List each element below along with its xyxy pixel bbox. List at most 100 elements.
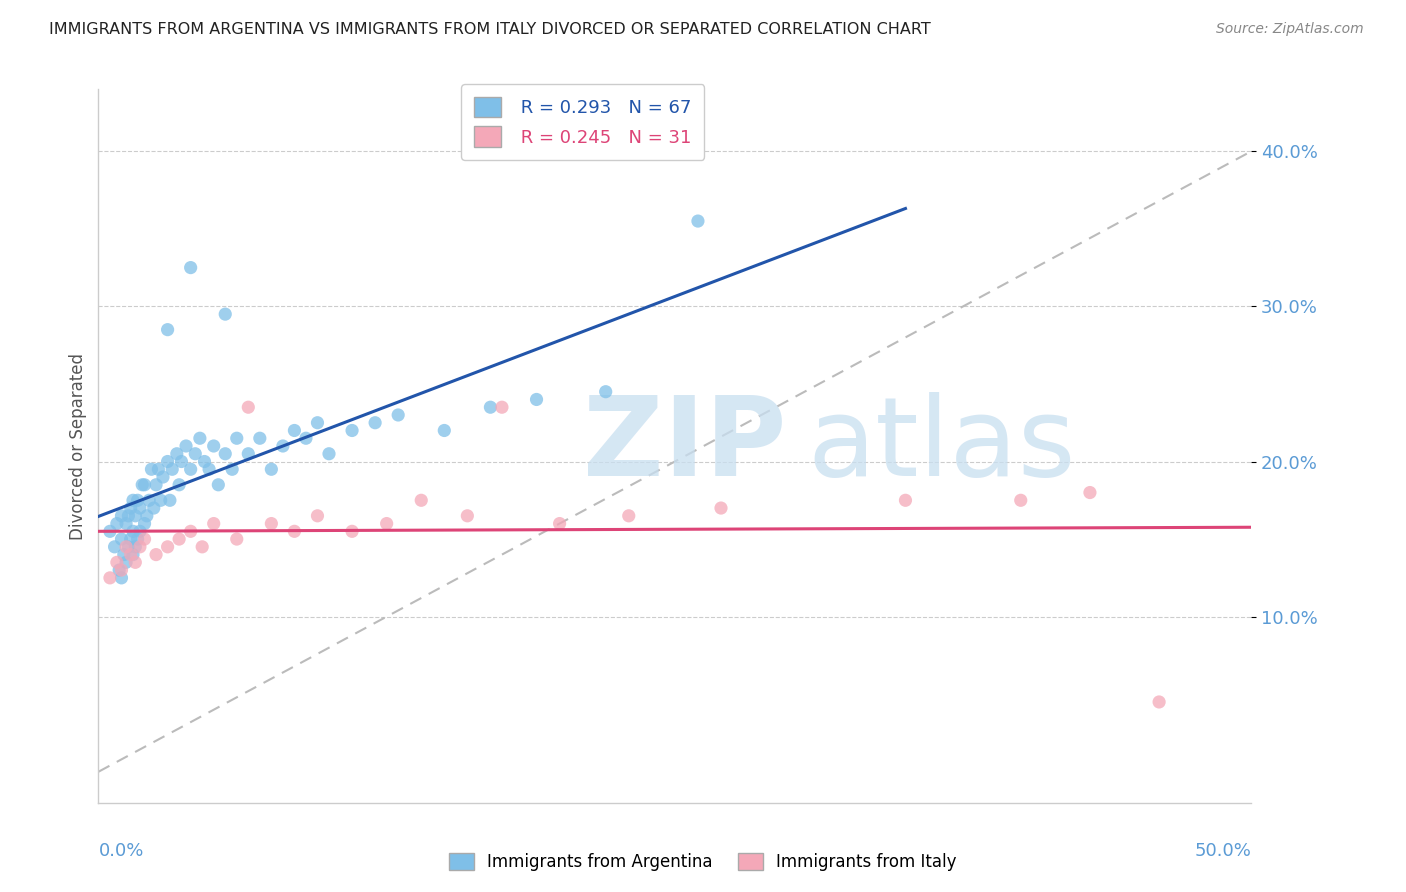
Point bbox=[112, 548, 135, 562]
Point bbox=[184, 447, 207, 461]
Point bbox=[156, 454, 179, 468]
Point bbox=[148, 462, 170, 476]
Point bbox=[198, 462, 221, 476]
Point bbox=[221, 462, 243, 476]
Point bbox=[105, 516, 128, 531]
Point bbox=[307, 416, 329, 430]
Point bbox=[283, 424, 305, 438]
Point bbox=[115, 516, 138, 531]
Point bbox=[170, 454, 193, 468]
Point bbox=[122, 548, 145, 562]
Point bbox=[141, 462, 163, 476]
Point bbox=[159, 493, 181, 508]
Point bbox=[129, 540, 152, 554]
Point bbox=[238, 401, 260, 415]
Point bbox=[117, 540, 139, 554]
Text: ZIP: ZIP bbox=[582, 392, 786, 500]
Point bbox=[120, 501, 142, 516]
Point bbox=[108, 563, 131, 577]
Point bbox=[207, 477, 229, 491]
Text: Source: ZipAtlas.com: Source: ZipAtlas.com bbox=[1216, 22, 1364, 37]
Point bbox=[617, 508, 640, 523]
Point bbox=[145, 477, 167, 491]
Point bbox=[225, 431, 247, 445]
Point bbox=[122, 524, 145, 539]
Point bbox=[238, 447, 260, 461]
Point bbox=[295, 431, 318, 445]
Point bbox=[214, 307, 236, 321]
Point bbox=[115, 540, 138, 554]
Point bbox=[127, 493, 149, 508]
Point bbox=[249, 431, 271, 445]
Point bbox=[260, 516, 283, 531]
Point bbox=[110, 532, 132, 546]
Point bbox=[318, 447, 340, 461]
Point bbox=[166, 447, 188, 461]
Point bbox=[167, 532, 190, 546]
Point bbox=[110, 571, 132, 585]
Legend:  R = 0.293   N = 67,  R = 0.245   N = 31: R = 0.293 N = 67, R = 0.245 N = 31 bbox=[461, 84, 704, 160]
Point bbox=[595, 384, 617, 399]
Point bbox=[364, 416, 387, 430]
Point bbox=[193, 454, 215, 468]
Point bbox=[149, 493, 172, 508]
Point bbox=[120, 548, 142, 562]
Text: 50.0%: 50.0% bbox=[1195, 841, 1251, 860]
Point bbox=[124, 540, 146, 554]
Point bbox=[134, 532, 156, 546]
Point bbox=[191, 540, 214, 554]
Point bbox=[160, 462, 183, 476]
Point bbox=[138, 493, 160, 508]
Point bbox=[117, 508, 139, 523]
Point bbox=[271, 439, 294, 453]
Point bbox=[307, 508, 329, 523]
Point bbox=[710, 501, 733, 516]
Point bbox=[456, 508, 478, 523]
Point bbox=[115, 555, 138, 569]
Point bbox=[142, 501, 165, 516]
Point bbox=[105, 555, 128, 569]
Point bbox=[188, 431, 211, 445]
Point bbox=[145, 548, 167, 562]
Point bbox=[375, 516, 398, 531]
Point bbox=[127, 532, 149, 546]
Point bbox=[156, 540, 179, 554]
Point bbox=[411, 493, 433, 508]
Point bbox=[1147, 695, 1170, 709]
Point bbox=[156, 323, 179, 337]
Point bbox=[202, 439, 225, 453]
Point bbox=[1078, 485, 1101, 500]
Point bbox=[202, 516, 225, 531]
Text: atlas: atlas bbox=[807, 392, 1076, 500]
Point bbox=[260, 462, 283, 476]
Point bbox=[548, 516, 571, 531]
Text: 0.0%: 0.0% bbox=[98, 841, 143, 860]
Point bbox=[152, 470, 174, 484]
Point bbox=[180, 462, 202, 476]
Point bbox=[340, 524, 363, 539]
Point bbox=[180, 524, 202, 539]
Point bbox=[214, 447, 236, 461]
Point bbox=[122, 493, 145, 508]
Point bbox=[135, 508, 157, 523]
Point bbox=[526, 392, 548, 407]
Point bbox=[110, 563, 132, 577]
Point bbox=[129, 524, 152, 539]
Point bbox=[433, 424, 456, 438]
Point bbox=[131, 477, 153, 491]
Legend: Immigrants from Argentina, Immigrants from Italy: Immigrants from Argentina, Immigrants fr… bbox=[441, 845, 965, 880]
Point bbox=[103, 540, 125, 554]
Point bbox=[387, 408, 409, 422]
Y-axis label: Divorced or Separated: Divorced or Separated bbox=[69, 352, 87, 540]
Point bbox=[283, 524, 305, 539]
Point bbox=[110, 508, 132, 523]
Point bbox=[98, 571, 121, 585]
Point bbox=[340, 424, 363, 438]
Point bbox=[174, 439, 197, 453]
Point bbox=[180, 260, 202, 275]
Point bbox=[894, 493, 917, 508]
Point bbox=[124, 555, 146, 569]
Point bbox=[686, 214, 709, 228]
Point bbox=[134, 516, 156, 531]
Point bbox=[98, 524, 121, 539]
